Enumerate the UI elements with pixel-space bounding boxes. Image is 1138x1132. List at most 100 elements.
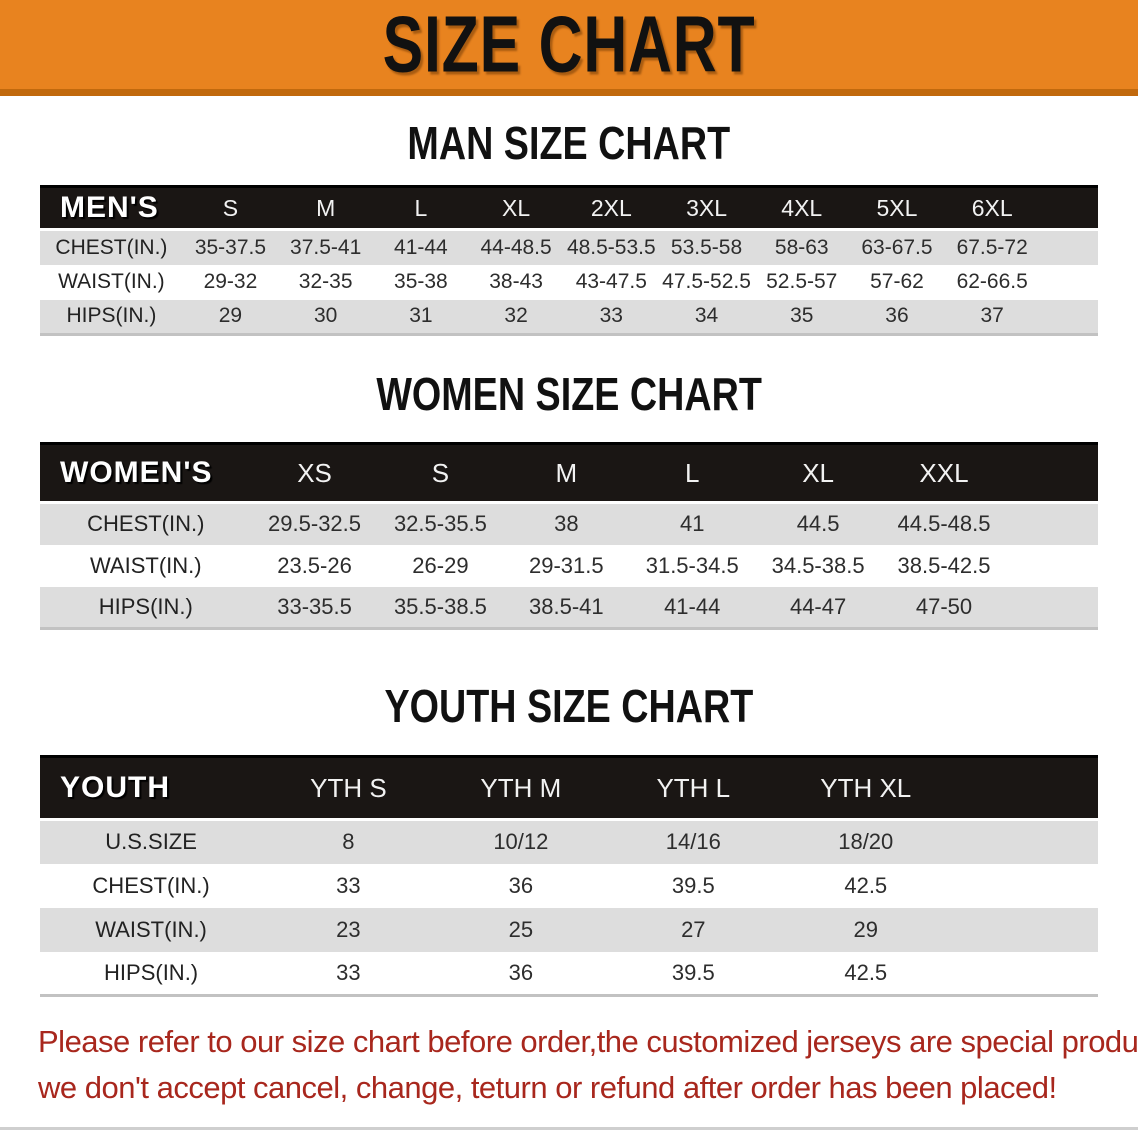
size-value-cell: 48.5-53.5 (563, 228, 659, 265)
size-value-cell: 47-50 (915, 593, 973, 619)
size-value-cell: 29-32 (203, 270, 258, 293)
size-value-cell: 41-44 (664, 593, 721, 619)
size-value-cell: 41 (629, 501, 756, 545)
size-value-cell: 35 (790, 304, 814, 328)
table-row: CHEST(IN.) 29.5-32.5 32.5-35.5 38 41 44.5 44.5… (40, 501, 1098, 545)
table-row: CHEST(IN.) 35-37.5 37.5-41 41-44 44-48.5 48.5… (40, 228, 1098, 265)
size-value-cell: 30 (313, 304, 338, 328)
disclaimer-line-2: we don't accept cancel, change, teturn o… (38, 1070, 1057, 1105)
table-row: HIPS(IN.) 29 30 31 32 33 34 35 36 37 (40, 299, 1098, 335)
size-value-cell: 53.5-58 (658, 228, 755, 265)
women-section-title: WOMEN SIZE CHART (376, 368, 762, 420)
row-label: HIPS(IN.) (98, 593, 193, 619)
size-value-cell: 36 (508, 872, 534, 898)
size-value-cell: 57-62 (870, 270, 924, 293)
table-group-label: YOUTH (40, 755, 263, 820)
size-value-cell: 25 (508, 916, 534, 942)
size-value-cell: 42.5 (844, 872, 888, 898)
size-value-cell: 52.5-57 (766, 270, 838, 293)
row-label: CHEST(IN.) (40, 501, 252, 545)
header-spacer-cell (1039, 185, 1098, 230)
size-value-cell: 36 (885, 304, 909, 328)
size-value-cell: 44-47 (789, 593, 847, 619)
size-value-cell: 34.5-38.5 (771, 552, 865, 578)
size-value-cell: 43-47.5 (575, 270, 647, 293)
size-value-cell: 41-44 (373, 228, 469, 265)
row-spacer-cell (952, 864, 1098, 908)
size-value-cell: 29.5-32.5 (251, 501, 378, 545)
size-value-cell: 67.5-72 (944, 228, 1040, 265)
row-label: CHEST(IN.) (40, 228, 183, 265)
table-row: HIPS(IN.) 33 36 39.5 42.5 (40, 951, 1098, 996)
row-spacer-cell (1040, 300, 1098, 335)
man-section: MAN SIZE CHART (0, 117, 1138, 169)
size-column-header: YTH XL (779, 755, 952, 820)
size-column-header: L (629, 442, 756, 503)
size-column-header: XS (251, 442, 378, 503)
size-column-header: S (182, 185, 279, 230)
size-value-cell: 29 (218, 304, 243, 328)
size-value-cell: 29 (853, 916, 878, 942)
table-header-row: WOMEN'S XS S M L XL XXL (40, 442, 1098, 503)
size-value-cell: 37 (980, 304, 1004, 328)
size-table: YOUTH YTH S YTH M YTH L YTH XL U.S.SIZE 8 10/12… (40, 755, 1098, 997)
size-table: MEN'S S M L XL 2XL 3XL 4XL 5XL 6XL CHEST(IN.) 35-37… (40, 185, 1098, 336)
row-spacer-cell (952, 908, 1098, 952)
size-value-cell: 39.5 (671, 872, 715, 898)
womens-size-table: WOMEN'S XS S M L XL XXL CHEST(IN.) 29.5-32.5 32.5… (40, 442, 1098, 630)
header-spacer-cell (951, 755, 1098, 820)
table-group-label: WOMEN'S (40, 442, 252, 503)
row-spacer-cell (1007, 587, 1098, 629)
order-disclaimer: Please refer to our size chart before or… (38, 1019, 1138, 1111)
table-header-row: MEN'S S M L XL 2XL 3XL 4XL 5XL 6XL (40, 185, 1098, 230)
size-column-header: 2XL (563, 185, 659, 230)
table-group-label: MEN'S (40, 185, 183, 230)
banner-title: SIZE CHART (382, 0, 756, 90)
size-value-cell: 33-35.5 (277, 593, 352, 619)
size-value-cell: 27 (681, 916, 706, 942)
size-value-cell: 35.5-38.5 (393, 593, 487, 619)
row-spacer-cell (952, 952, 1098, 996)
size-value-cell: 42.5 (844, 959, 888, 985)
size-value-cell: 10/12 (434, 818, 608, 864)
women-section: WOMEN SIZE CHART (0, 368, 1138, 420)
size-value-cell: 32.5-35.5 (377, 501, 504, 545)
table-row: U.S.SIZE 8 10/12 14/16 18/20 (40, 818, 1098, 864)
size-value-cell: 38.5-42.5 (897, 552, 991, 578)
size-column-header: 5XL (849, 185, 945, 230)
row-spacer-cell (1039, 228, 1098, 265)
size-column-header: S (377, 442, 504, 503)
row-label: HIPS(IN.) (66, 304, 157, 328)
size-column-header: YTH L (607, 755, 780, 820)
row-spacer-cell (1006, 501, 1098, 545)
size-value-cell: 44.5 (755, 501, 882, 545)
size-column-header: YTH M (434, 755, 608, 820)
size-value-cell: 31 (409, 304, 433, 328)
size-value-cell: 63-67.5 (849, 228, 945, 265)
size-value-cell: 23 (336, 916, 361, 942)
size-value-cell: 37.5-41 (278, 228, 374, 265)
size-value-cell: 38 (503, 501, 630, 545)
size-value-cell: 32 (504, 304, 528, 328)
size-column-header: M (503, 442, 630, 503)
table-row: WAIST(IN.) 23 25 27 29 (40, 907, 1098, 952)
size-value-cell: 38.5-41 (529, 593, 604, 619)
row-label: U.S.SIZE (40, 818, 263, 864)
size-column-header: M (278, 185, 374, 230)
size-value-cell: 33 (336, 872, 361, 898)
size-value-cell: 29-31.5 (529, 552, 604, 578)
row-spacer-cell (1040, 265, 1098, 300)
table-header-row: YOUTH YTH S YTH M YTH L YTH XL (40, 755, 1098, 820)
size-column-header: L (373, 185, 469, 230)
size-value-cell: 33 (599, 304, 623, 328)
disclaimer-line-1: Please refer to our size chart before or… (38, 1024, 1138, 1059)
youth-section-title: YOUTH SIZE CHART (384, 680, 754, 732)
size-value-cell: 47.5-52.5 (662, 270, 751, 293)
size-value-cell: 58-63 (754, 228, 850, 265)
mens-size-table: MEN'S S M L XL 2XL 3XL 4XL 5XL 6XL CHEST(IN.) 35-37… (40, 185, 1098, 336)
size-value-cell: 38-43 (489, 270, 543, 293)
size-value-cell: 35-38 (394, 270, 448, 293)
size-value-cell: 44-48.5 (468, 228, 564, 265)
size-column-header: XL (755, 442, 882, 503)
size-value-cell: 36 (508, 959, 534, 985)
